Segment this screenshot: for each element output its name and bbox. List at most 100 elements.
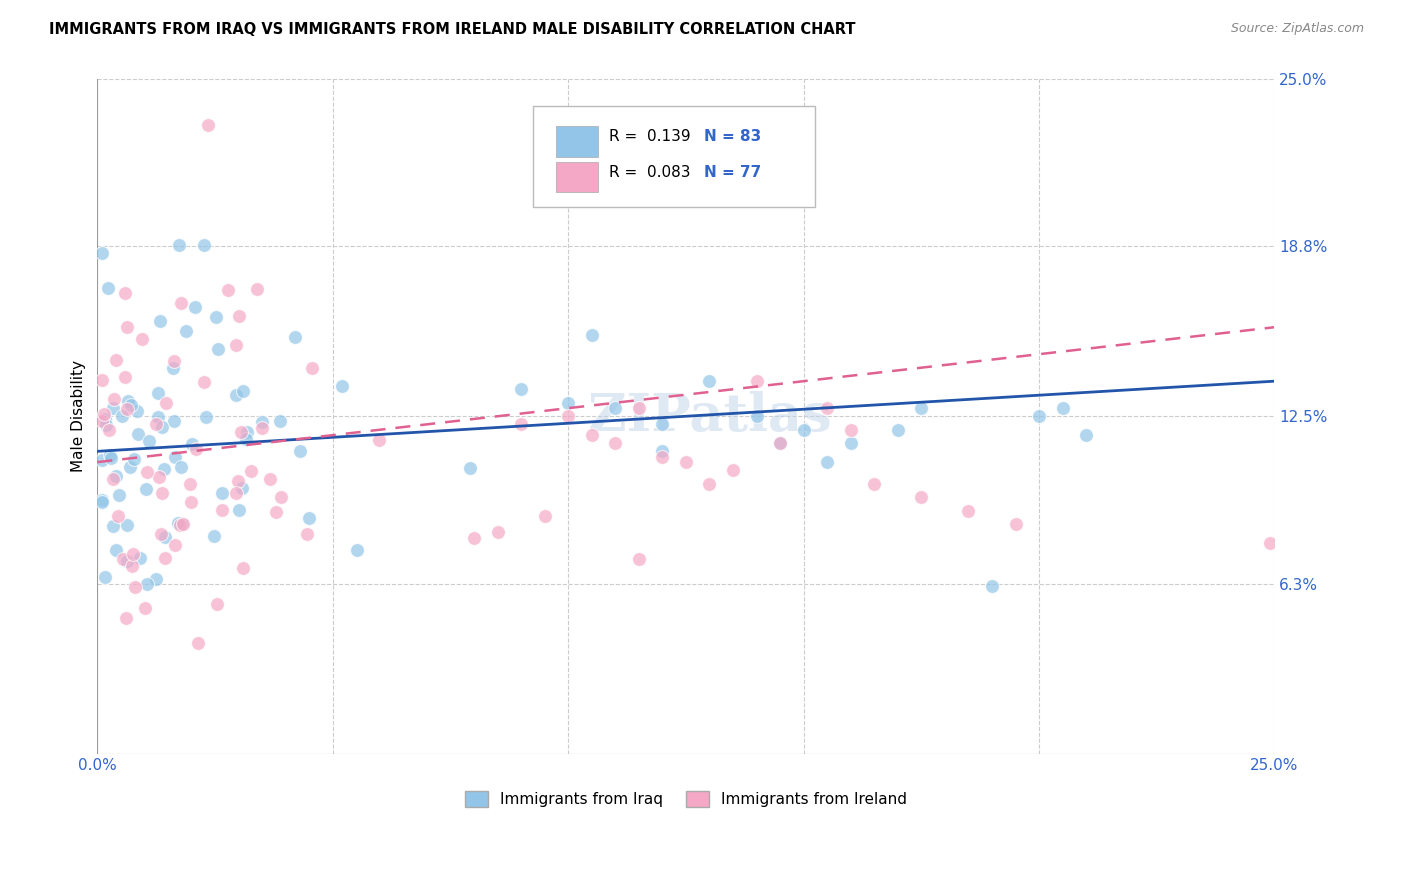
Point: [125, 403, 148, 417]
Point: [211, 502, 233, 516]
Point: [100, 450, 122, 465]
Point: [91, 494, 114, 508]
Point: [207, 342, 229, 356]
Point: [115, 554, 138, 568]
Point: [225, 388, 247, 402]
Point: [149, 314, 172, 328]
Point: [115, 611, 138, 625]
Point: [793, 423, 815, 437]
Text: N = 77: N = 77: [703, 164, 761, 179]
Point: [458, 461, 481, 475]
Point: [228, 503, 250, 517]
Point: [107, 509, 129, 524]
Point: [557, 409, 579, 424]
Point: [250, 415, 273, 429]
Point: [91, 414, 114, 428]
Point: [231, 481, 253, 495]
Point: [910, 401, 932, 416]
Point: [108, 488, 131, 502]
Point: [103, 472, 125, 486]
Point: [269, 413, 291, 427]
Point: [148, 469, 170, 483]
Point: [135, 482, 157, 496]
Point: [228, 310, 250, 324]
Point: [605, 401, 627, 416]
Point: [131, 332, 153, 346]
Point: [769, 436, 792, 450]
Point: [181, 436, 204, 450]
Point: [172, 517, 194, 532]
Point: [91, 245, 114, 260]
Point: [148, 386, 170, 401]
Point: [533, 509, 555, 524]
Point: [605, 436, 627, 450]
Point: [205, 310, 228, 324]
Point: [187, 636, 209, 650]
Point: [815, 455, 838, 469]
Point: [170, 459, 193, 474]
Point: [118, 460, 141, 475]
Point: [101, 401, 124, 415]
Point: [839, 436, 862, 450]
Point: [981, 579, 1004, 593]
Point: [217, 283, 239, 297]
Point: [150, 419, 173, 434]
Point: [166, 516, 188, 531]
Point: [745, 374, 768, 388]
Point: [155, 395, 177, 409]
Point: [91, 453, 114, 467]
Point: [135, 577, 157, 591]
Point: [745, 409, 768, 424]
Point: [346, 543, 368, 558]
Point: [205, 597, 228, 611]
Point: [239, 464, 262, 478]
Point: [111, 409, 134, 423]
Point: [1052, 401, 1074, 416]
Point: [115, 320, 138, 334]
Point: [250, 421, 273, 435]
Point: [231, 425, 253, 439]
Point: [94, 570, 117, 584]
Point: [627, 401, 650, 416]
Point: [153, 550, 176, 565]
Point: [122, 451, 145, 466]
Point: [863, 476, 886, 491]
Point: [162, 361, 184, 376]
Point: [163, 539, 186, 553]
Point: [651, 444, 673, 458]
Point: [145, 417, 167, 431]
Point: [699, 476, 721, 491]
Point: [627, 552, 650, 566]
Point: [153, 530, 176, 544]
Point: [557, 396, 579, 410]
FancyBboxPatch shape: [557, 126, 598, 157]
Point: [330, 378, 353, 392]
Point: [165, 450, 187, 465]
Y-axis label: Male Disability: Male Disability: [72, 360, 86, 472]
Point: [98, 449, 121, 463]
Point: [186, 442, 208, 456]
Point: [910, 490, 932, 504]
FancyBboxPatch shape: [557, 162, 598, 193]
Point: [124, 580, 146, 594]
Point: [264, 505, 287, 519]
Point: [957, 504, 980, 518]
Point: [94, 418, 117, 433]
Point: [194, 409, 217, 424]
Point: [152, 462, 174, 476]
Text: Source: ZipAtlas.com: Source: ZipAtlas.com: [1230, 22, 1364, 36]
Point: [232, 560, 254, 574]
Point: [115, 517, 138, 532]
Point: [145, 572, 167, 586]
Point: [232, 384, 254, 398]
Point: [97, 281, 120, 295]
Point: [211, 485, 233, 500]
Point: [284, 330, 307, 344]
Point: [150, 527, 173, 541]
Point: [127, 427, 149, 442]
Point: [170, 295, 193, 310]
Point: [699, 374, 721, 388]
Point: [94, 411, 117, 425]
Point: [93, 408, 115, 422]
Point: [721, 463, 744, 477]
